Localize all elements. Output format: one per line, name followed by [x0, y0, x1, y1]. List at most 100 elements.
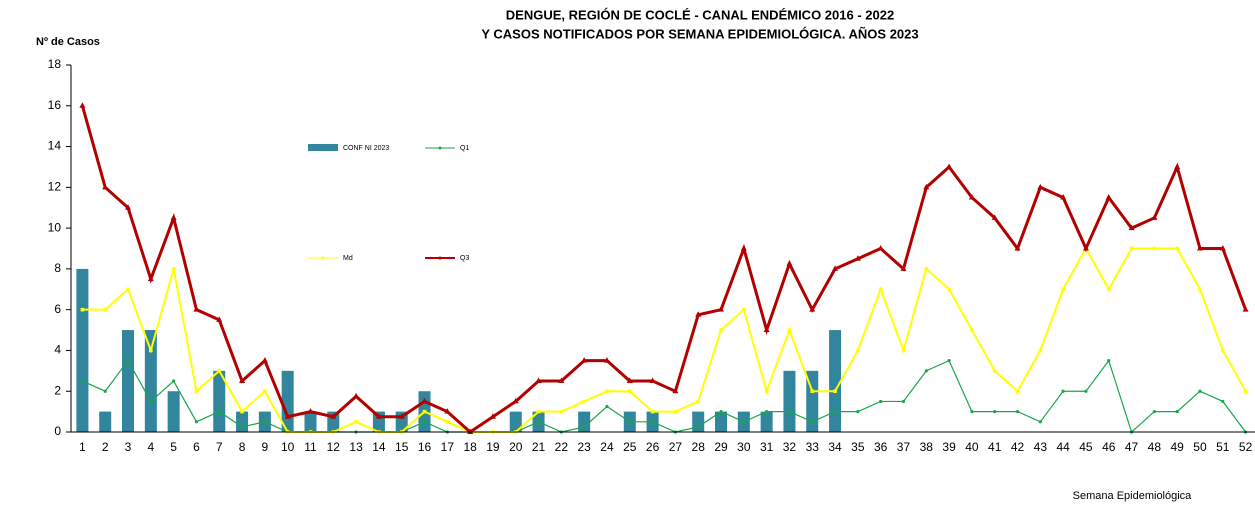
x-tick-label: 38 [920, 440, 934, 454]
x-tick-label: 8 [239, 440, 246, 454]
point [923, 183, 930, 190]
point [467, 428, 474, 434]
point [582, 425, 586, 429]
bar [692, 411, 705, 432]
point [1014, 245, 1021, 251]
point [1107, 359, 1111, 363]
point [626, 377, 633, 384]
x-tick-label: 22 [555, 440, 569, 454]
x-tick-label: 16 [418, 440, 432, 454]
point [833, 389, 837, 394]
point [79, 102, 86, 108]
point [1242, 306, 1249, 312]
point [307, 408, 314, 414]
point [924, 369, 928, 373]
point [126, 287, 130, 292]
point [1061, 389, 1065, 393]
legend-label: Md [343, 255, 353, 262]
point [947, 359, 951, 363]
bar [783, 370, 796, 432]
point [833, 410, 837, 414]
point [1060, 194, 1067, 200]
point [103, 307, 108, 312]
line [82, 359, 1247, 434]
point [102, 183, 109, 190]
point [1198, 287, 1202, 292]
point [216, 316, 223, 322]
point [126, 359, 130, 363]
y-tick-label: 18 [48, 57, 62, 71]
point [445, 420, 450, 424]
point [194, 389, 199, 394]
point [627, 389, 632, 394]
point [877, 245, 884, 251]
point [786, 260, 793, 266]
point [650, 420, 655, 424]
point [1038, 420, 1042, 424]
point [444, 408, 451, 414]
line [82, 246, 1247, 433]
point [559, 409, 564, 414]
x-tick-label: 10 [281, 440, 295, 454]
point [1152, 246, 1157, 251]
x-tick-label: 6 [193, 440, 200, 454]
point [810, 389, 815, 394]
point [991, 214, 998, 220]
x-tick-label: 47 [1125, 440, 1139, 454]
x-tick-label: 50 [1193, 440, 1207, 454]
point [261, 357, 268, 363]
point [149, 348, 153, 353]
x-tick-label: 51 [1216, 440, 1230, 454]
point [968, 194, 975, 200]
point [194, 420, 199, 424]
point [672, 387, 679, 394]
point [649, 377, 656, 384]
legend-marker [438, 146, 442, 150]
point [810, 420, 814, 424]
x-tick-label: 39 [942, 440, 956, 454]
point [536, 409, 541, 414]
bar [144, 330, 157, 432]
point [1061, 287, 1065, 292]
x-tick-label: 20 [509, 440, 523, 454]
point [970, 410, 974, 414]
x-tick-label: 49 [1170, 440, 1184, 454]
point [535, 377, 542, 384]
x-tick-label: 48 [1148, 440, 1162, 454]
x-tick-label: 1 [79, 440, 86, 454]
x-tick-label: 14 [372, 440, 386, 454]
x-tick-label: 40 [965, 440, 979, 454]
point [696, 425, 700, 429]
x-tick-label: 44 [1056, 440, 1070, 454]
point [1152, 410, 1156, 414]
x-tick-label: 5 [170, 440, 177, 454]
point [354, 420, 358, 424]
point [901, 348, 906, 353]
y-tick-label: 16 [48, 98, 62, 112]
x-tick-label: 11 [304, 440, 317, 454]
point [1220, 348, 1225, 353]
point [536, 420, 541, 424]
point [1129, 246, 1134, 251]
point [1082, 245, 1089, 251]
point [924, 267, 929, 271]
point [512, 397, 519, 404]
point [1174, 163, 1181, 169]
point [993, 410, 997, 414]
y-tick-label: 10 [48, 220, 62, 234]
x-tick-label: 35 [851, 440, 865, 454]
chart-title: Y CASOS NOTIFICADOS POR SEMANA EPIDEMIOL… [481, 26, 918, 41]
point [673, 409, 678, 414]
chart-title: DENGUE, REGIÓN DE COCLÉ - CANAL ENDÉMICO… [506, 7, 894, 22]
y-tick-label: 12 [48, 180, 62, 194]
point [992, 369, 997, 373]
point [1038, 348, 1043, 353]
point [1037, 183, 1044, 190]
point [764, 389, 769, 394]
x-tick-label: 26 [646, 440, 660, 454]
point [901, 399, 906, 404]
x-tick-label: 12 [327, 440, 341, 454]
y-tick-label: 4 [54, 343, 61, 357]
point [263, 420, 267, 424]
y-tick-label: 14 [48, 139, 62, 153]
